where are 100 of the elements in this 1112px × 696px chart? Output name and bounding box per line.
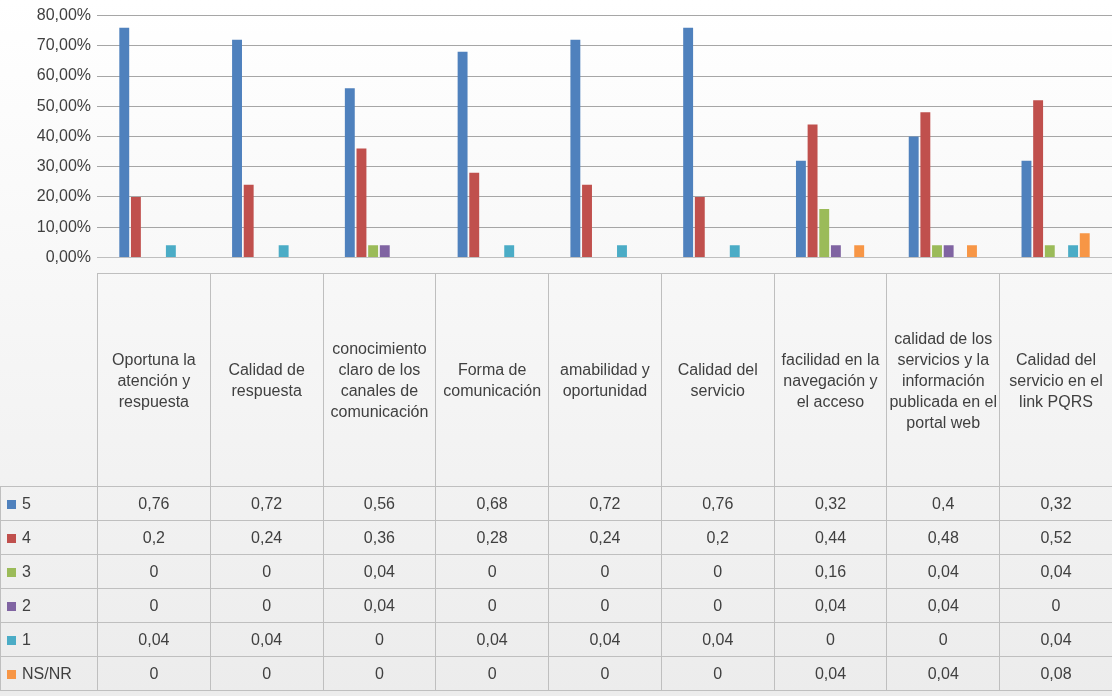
data-label: 0: [548, 554, 662, 589]
bar: [469, 172, 480, 257]
data-label: 0: [435, 656, 549, 691]
bar: [582, 184, 592, 257]
data-label: 0,04: [323, 588, 436, 623]
legend-label: 3: [0, 554, 98, 589]
bar: [356, 148, 367, 257]
bar: [165, 245, 176, 257]
data-label: 0: [435, 554, 549, 589]
data-label: 0,48: [886, 520, 1000, 555]
data-label: 0,04: [210, 622, 324, 657]
data-label: 0,04: [661, 622, 775, 657]
bar: [1021, 160, 1032, 257]
legend-label: 2: [0, 588, 98, 623]
data-label: 0,04: [97, 622, 211, 657]
bar: [683, 27, 694, 257]
data-label: 0,72: [210, 486, 324, 521]
data-label: 0: [435, 588, 549, 623]
data-label: 0,28: [435, 520, 549, 555]
y-tick-label: 60,00%: [36, 66, 91, 84]
bar: [379, 245, 390, 257]
bar: [854, 245, 865, 257]
bar: [119, 27, 130, 257]
x-tick-label: Calidad del servicio en el link PQRS: [999, 273, 1112, 487]
data-label: 0,16: [774, 554, 887, 589]
data-label: 0: [661, 588, 775, 623]
data-label: 0: [210, 588, 324, 623]
bar: [232, 39, 242, 257]
data-label: 0,72: [548, 486, 662, 521]
y-tick-label: 20,00%: [36, 187, 91, 205]
data-label: 0,04: [886, 554, 1000, 589]
bar: [830, 245, 841, 257]
x-tick-label: conocimiento claro de los canales de comunicación: [323, 273, 436, 487]
data-label: 0,4: [886, 486, 1000, 521]
data-label: 0,04: [999, 554, 1112, 589]
data-label: 0,24: [548, 520, 662, 555]
bar: [504, 245, 515, 257]
data-label: 0,2: [97, 520, 211, 555]
bar: [908, 136, 919, 257]
data-label: 0,32: [774, 486, 887, 521]
y-tick-label: 50,00%: [36, 96, 91, 114]
bar: [457, 51, 468, 257]
data-label: 0: [210, 656, 324, 691]
bar: [243, 184, 254, 257]
data-label: 0,36: [323, 520, 436, 555]
bar: [617, 245, 627, 257]
data-label: 0,04: [435, 622, 549, 657]
data-label: 0,76: [97, 486, 211, 521]
bar: [943, 245, 954, 257]
data-label: 0: [323, 656, 436, 691]
data-label: 0: [661, 656, 775, 691]
data-label: 0: [774, 622, 887, 657]
data-label: 0,04: [774, 656, 887, 691]
data-label: 0: [886, 622, 1000, 657]
data-label: 0,52: [999, 520, 1112, 555]
data-label: 0: [97, 656, 211, 691]
y-tick-label: 80,00%: [36, 6, 91, 24]
data-label: 0: [548, 588, 662, 623]
bar: [932, 245, 942, 257]
bar: [807, 124, 818, 257]
x-tick-label: amabilidad y oportunidad: [548, 273, 662, 487]
data-label: 0,56: [323, 486, 436, 521]
bar: [278, 245, 289, 257]
y-tick-label: 30,00%: [36, 157, 91, 175]
data-label: 0,04: [548, 622, 662, 657]
data-label: 0: [999, 588, 1112, 623]
bar: [729, 245, 740, 257]
data-label: 0,2: [661, 520, 775, 555]
data-label: 0,04: [323, 554, 436, 589]
bar: [368, 245, 379, 257]
legend-label: 1: [0, 622, 98, 657]
y-tick-label: 0,00%: [45, 247, 91, 265]
x-tick-label: Oportuna la atención y respuesta: [97, 273, 211, 487]
data-label: 0,68: [435, 486, 549, 521]
x-tick-label: calidad de los servicios y la información publicada en el portal web: [886, 273, 1000, 487]
bar: [967, 245, 977, 257]
legend-label: NS/NR: [0, 656, 98, 691]
bar: [694, 196, 705, 257]
bar: [1068, 245, 1079, 257]
data-label: 0: [548, 656, 662, 691]
data-label: 0,24: [210, 520, 324, 555]
data-label: 0,32: [999, 486, 1112, 521]
bar: [1033, 100, 1044, 257]
data-label: 0,04: [999, 622, 1112, 657]
data-label: 0,04: [774, 588, 887, 623]
data-label: 0: [97, 588, 211, 623]
y-tick-label: 70,00%: [36, 36, 91, 54]
data-label: 0: [97, 554, 211, 589]
y-tick-label: 10,00%: [36, 217, 91, 235]
data-label: 0: [661, 554, 775, 589]
data-label: 0,44: [774, 520, 887, 555]
bar: [344, 88, 355, 257]
data-label: 0,76: [661, 486, 775, 521]
x-tick-label: Calidad de respuesta: [210, 273, 324, 487]
bar: [819, 209, 830, 257]
data-label: 0,04: [886, 588, 1000, 623]
legend-label: 5: [0, 486, 98, 521]
data-label: 0: [323, 622, 436, 657]
bar: [920, 112, 931, 257]
bar: [1044, 245, 1055, 257]
